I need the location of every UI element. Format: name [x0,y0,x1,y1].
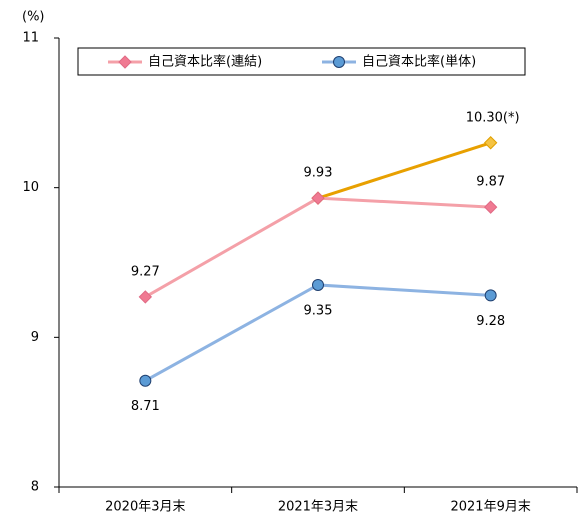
legend-box [77,47,526,76]
legend-marker [333,56,345,68]
data-point [138,290,153,304]
data-label: 9.35 [304,303,333,318]
data-point [139,374,152,387]
x-tick-label: 2021年3月末 [278,500,358,515]
y-tick-label: 11 [22,31,39,46]
y-axis-label: (%) [22,10,45,25]
y-tick-label: 10 [22,180,39,195]
series-line [317,141,492,200]
data-label: 9.87 [476,175,505,190]
data-point [484,289,497,302]
data-point [312,278,324,291]
legend-label: 自己資本比率(連結) [148,54,262,70]
y-tick-label: 8 [31,480,39,495]
data-point [311,191,325,205]
data-label: 9.27 [131,264,160,279]
data-label: 10.30(*) [466,110,520,125]
data-label: 9.28 [476,314,505,329]
data-point [483,136,498,150]
x-tick-label: 2021年9月末 [450,500,530,515]
legend-label: 自己資本比率(単体) [362,54,476,70]
legend-marker [118,55,132,69]
data-label: 9.93 [304,166,333,181]
data-label: 8.71 [131,399,160,414]
x-tick-label: 2020年3月末 [105,500,185,515]
y-tick-label: 9 [31,330,39,345]
data-point [483,200,498,214]
